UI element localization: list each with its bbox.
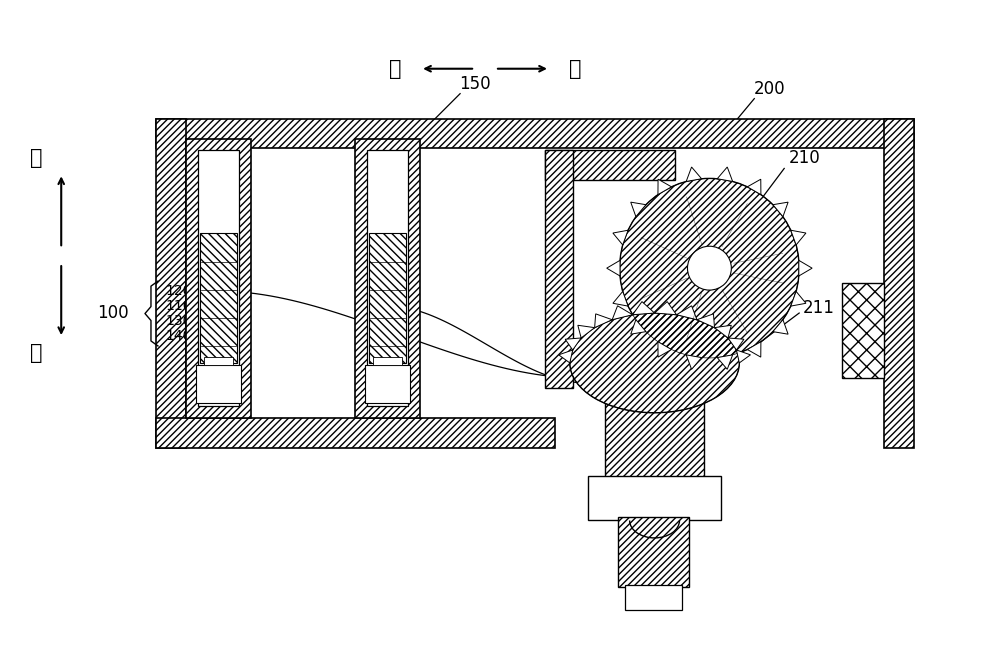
Bar: [373, 357, 402, 365]
Bar: [204, 357, 233, 365]
Polygon shape: [613, 291, 628, 306]
Polygon shape: [773, 319, 788, 334]
Bar: [545, 150, 573, 388]
Bar: [355, 138, 420, 418]
Ellipse shape: [570, 313, 739, 413]
Bar: [545, 150, 675, 180]
Polygon shape: [613, 230, 628, 245]
Bar: [842, 283, 884, 378]
Bar: [156, 119, 186, 447]
Bar: [196, 365, 241, 403]
Polygon shape: [799, 260, 812, 276]
Polygon shape: [717, 167, 733, 182]
Text: 100: 100: [97, 304, 129, 322]
Text: 211: 211: [803, 299, 835, 317]
Text: 下: 下: [30, 343, 43, 363]
Bar: [605, 403, 704, 478]
Circle shape: [620, 178, 799, 358]
Polygon shape: [736, 350, 750, 363]
Polygon shape: [791, 230, 806, 245]
Text: 远: 远: [389, 59, 402, 79]
Polygon shape: [578, 325, 595, 338]
Text: 130: 130: [166, 314, 192, 328]
Polygon shape: [686, 167, 702, 182]
Text: 近: 近: [569, 59, 581, 79]
Bar: [198, 150, 239, 406]
Polygon shape: [655, 302, 677, 315]
Bar: [588, 476, 721, 520]
Text: 120: 120: [166, 284, 192, 298]
Text: 140: 140: [166, 329, 192, 343]
Polygon shape: [697, 314, 715, 327]
Bar: [369, 234, 406, 363]
Polygon shape: [607, 260, 620, 276]
Bar: [884, 119, 914, 447]
Polygon shape: [715, 325, 731, 338]
Polygon shape: [747, 179, 761, 195]
Polygon shape: [559, 350, 573, 363]
Polygon shape: [595, 314, 612, 327]
Bar: [367, 150, 408, 406]
Bar: [365, 365, 410, 403]
Text: 150: 150: [459, 75, 491, 92]
Polygon shape: [773, 202, 788, 216]
Polygon shape: [631, 319, 646, 334]
Polygon shape: [791, 291, 806, 306]
Polygon shape: [658, 342, 671, 357]
Bar: [156, 119, 914, 148]
Bar: [200, 234, 237, 363]
Text: 210: 210: [788, 150, 820, 167]
Bar: [625, 585, 682, 610]
Polygon shape: [633, 302, 655, 315]
Polygon shape: [747, 342, 761, 357]
Polygon shape: [686, 355, 702, 369]
Polygon shape: [631, 202, 646, 216]
Polygon shape: [717, 355, 733, 369]
Polygon shape: [728, 338, 744, 350]
Polygon shape: [612, 306, 633, 319]
Text: 上: 上: [30, 148, 43, 169]
Bar: [156, 418, 555, 447]
Polygon shape: [658, 179, 671, 195]
Bar: [618, 518, 689, 587]
Text: 200: 200: [753, 79, 785, 98]
Circle shape: [687, 246, 731, 290]
Bar: [186, 148, 884, 418]
Bar: [186, 138, 251, 418]
Text: 110: 110: [166, 299, 192, 313]
Polygon shape: [565, 338, 581, 350]
Polygon shape: [677, 306, 697, 319]
